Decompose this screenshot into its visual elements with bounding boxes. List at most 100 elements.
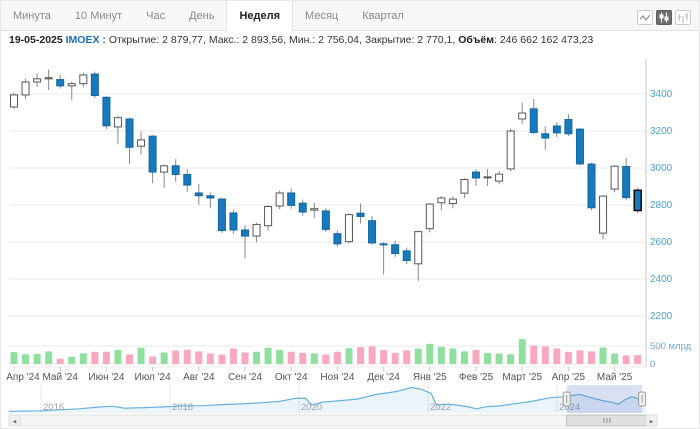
- axis-label: 2020: [301, 402, 322, 413]
- line-chart-icon[interactable]: [637, 10, 653, 25]
- tab-quarter[interactable]: Квартал: [362, 9, 404, 22]
- candle: [575, 128, 584, 165]
- price-chart-area[interactable]: 2200 2400 2600 2800 3000 3200 3400 500 млрд 0 Апр…: [1, 57, 700, 429]
- volume-bar: [634, 355, 642, 364]
- axis-label: 2016: [43, 402, 64, 413]
- chart-type-switcher: [637, 10, 691, 25]
- volume-bar: [599, 347, 607, 364]
- volume-bar: [22, 354, 30, 364]
- candle: [183, 173, 192, 186]
- candle: [160, 165, 169, 173]
- volume-bar: [588, 351, 595, 364]
- axis-label: Апр '24: [6, 372, 40, 383]
- volume-bar: [460, 351, 468, 364]
- volume-bar: [495, 353, 503, 364]
- tab-hour[interactable]: Час: [146, 9, 166, 22]
- candle: [379, 243, 388, 246]
- candle: [391, 244, 400, 254]
- scrollbar-track[interactable]: [8, 414, 658, 427]
- volume-bar: [391, 352, 399, 364]
- candle: [495, 173, 504, 182]
- volume-bar: [345, 348, 353, 364]
- quote-symbol: IMOEX :: [65, 34, 106, 46]
- axis-label: 2018: [172, 402, 193, 413]
- candle: [298, 202, 307, 213]
- candle: [425, 203, 434, 230]
- candle: [587, 163, 596, 209]
- volume-bar: [484, 352, 492, 364]
- candle: [310, 208, 319, 211]
- candle: [125, 118, 134, 148]
- navigator-selected-range[interactable]: [566, 385, 643, 413]
- ohlc-bars-icon[interactable]: [675, 10, 691, 25]
- volume-bar: [380, 349, 388, 364]
- candle: [541, 133, 550, 139]
- candle: [137, 139, 146, 147]
- volume-bar: [137, 347, 145, 364]
- volume-bar: [264, 347, 272, 364]
- candle: [483, 176, 492, 179]
- volume-bar: [310, 353, 318, 364]
- volume-bar: [576, 350, 584, 364]
- candle: [552, 125, 561, 134]
- volume-bar: [276, 349, 284, 364]
- candle: [275, 192, 284, 207]
- volume-bar: [79, 353, 87, 364]
- axis-label: Сен '24: [228, 372, 263, 383]
- scrollbar-left-arrow[interactable]: [8, 414, 21, 427]
- tab-minute[interactable]: Минута: [13, 9, 51, 22]
- candle: [44, 77, 53, 80]
- volume-bar: [126, 354, 133, 364]
- candle: [287, 192, 296, 206]
- tab-10minutes[interactable]: 10 Минут: [74, 9, 123, 22]
- volume-bar: [45, 351, 53, 364]
- quote-date: 19-05-2025: [9, 34, 63, 46]
- axis-label: Май '24: [42, 372, 78, 383]
- tab-day[interactable]: День: [189, 9, 215, 22]
- volume-bar: [333, 351, 341, 364]
- scrollbar-right-arrow[interactable]: [645, 414, 658, 427]
- volume-bar: [10, 352, 18, 364]
- candle: [564, 119, 573, 135]
- volume-bar: [160, 352, 168, 364]
- candle: [171, 165, 180, 175]
- volume-bar: [33, 353, 41, 364]
- volume-bar: [530, 345, 538, 364]
- candle: [241, 229, 249, 237]
- candle: [321, 210, 330, 230]
- tab-month[interactable]: Месяц: [305, 9, 339, 22]
- candle: [56, 79, 65, 87]
- candlestick-icon[interactable]: [656, 10, 672, 25]
- axis-label: 3000: [650, 163, 673, 174]
- tab-week[interactable]: Неделя: [226, 1, 294, 31]
- axis-label: 0: [650, 359, 655, 370]
- candle: [90, 73, 99, 96]
- volume-bar: [437, 346, 445, 364]
- candle: [368, 220, 377, 244]
- candle: [437, 197, 446, 204]
- volume-bar: [368, 346, 376, 364]
- candle: [206, 195, 215, 199]
- navigator-line: [8, 386, 647, 412]
- candle: [460, 178, 469, 194]
- candle: [194, 192, 203, 197]
- volume-bar: [357, 347, 364, 364]
- candle: [21, 81, 30, 96]
- candle: [333, 233, 342, 245]
- axis-label: Июн '24: [88, 372, 124, 383]
- axis-label: Май '25: [597, 372, 633, 383]
- candle: [102, 96, 111, 127]
- candle: [217, 198, 226, 232]
- candle: [518, 112, 527, 120]
- candle: [529, 108, 538, 133]
- candle: [356, 212, 365, 217]
- candle: [344, 214, 353, 243]
- axis-label: Апр '25: [552, 372, 586, 383]
- axis-label: Март '25: [502, 372, 542, 383]
- volume-bar: [56, 358, 64, 364]
- axis-label: Июл '24: [135, 372, 172, 383]
- volume-bar: [91, 351, 99, 364]
- timeframe-tabbar: Минута 10 Минут Час День Неделя Месяц Кв…: [1, 1, 699, 31]
- candle: [506, 130, 515, 170]
